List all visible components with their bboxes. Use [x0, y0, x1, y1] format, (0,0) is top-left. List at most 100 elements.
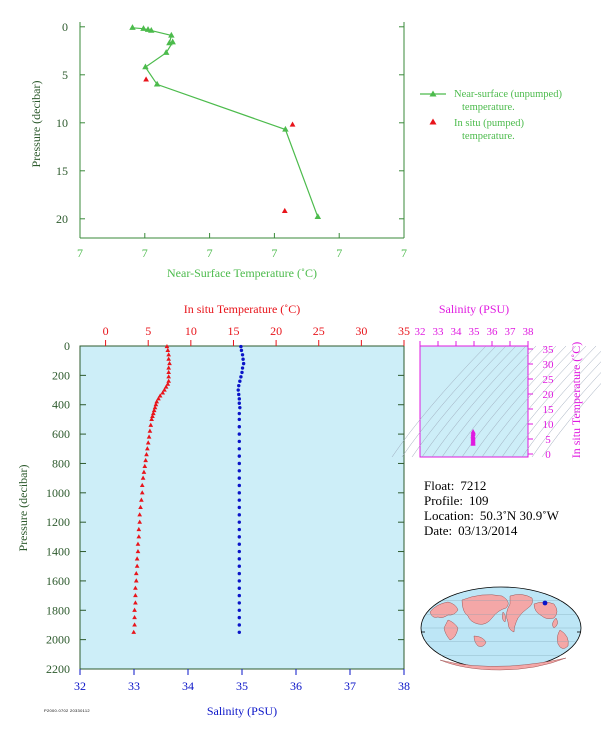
- ts-density-contour: [441, 345, 537, 458]
- profile-bottom-tick-label: 32: [74, 679, 86, 693]
- ts-density-contour: [421, 345, 517, 458]
- ns-y-tick-label: 10: [56, 116, 68, 130]
- temperature-point: [145, 440, 151, 445]
- ts-density-contour: [431, 345, 527, 458]
- temperature-point: [142, 463, 148, 468]
- float-info: Float: 7212 Profile: 109 Location: 50.3˚N 3…: [424, 478, 559, 538]
- profile-y-tick-label: 0: [64, 339, 70, 353]
- temperature-point: [157, 393, 163, 398]
- temperature-point: [133, 592, 138, 598]
- profile-value: 109: [469, 493, 489, 508]
- ts-x-tick-label: 37: [505, 326, 517, 338]
- temperature-point: [165, 381, 171, 386]
- temperature-point: [133, 600, 138, 605]
- location-value: 50.3˚N 30.9˚W: [479, 508, 559, 523]
- legend-unpumped-marker: [429, 90, 437, 97]
- temperature-point: [132, 615, 137, 620]
- profile-top-tick-label: 10: [185, 324, 197, 338]
- ts-y-tick-label: 35: [543, 344, 555, 356]
- ts-density-contour: [471, 345, 567, 458]
- temperature-point: [156, 396, 161, 401]
- near-surface-chart: 0 5 10 15 20 7 7 7 7 7 7 Near-Surface Temperature…: [29, 20, 562, 280]
- temperature-point: [153, 402, 159, 407]
- temperature-point: [134, 556, 140, 561]
- ns-unpumped-point: [162, 49, 170, 55]
- salinity-point: [237, 593, 241, 598]
- salinity-point: [237, 417, 241, 422]
- profile-top-tick-label: 20: [270, 324, 282, 338]
- ts-y-tick-label: 20: [543, 389, 555, 401]
- ts-density-contour: [521, 361, 601, 458]
- salinity-point: [237, 498, 241, 502]
- temperature-point: [151, 408, 157, 413]
- salinity-point: [237, 564, 241, 568]
- salinity-point: [237, 476, 241, 480]
- ts-x-ticks: 32 33 34 35 36 37 38: [415, 326, 534, 346]
- ns-unpumped-point: [314, 213, 322, 220]
- temperature-point: [143, 457, 148, 463]
- profile-y-tick-label: 1800: [46, 603, 70, 617]
- temperature-point: [135, 541, 141, 546]
- salinity-point: [237, 425, 241, 429]
- temperature-point: [160, 390, 166, 395]
- temperature-point: [148, 422, 154, 427]
- salinity-point: [238, 379, 242, 383]
- ns-unpumped-point: [142, 63, 149, 70]
- location-label: Location:: [424, 508, 474, 523]
- profile-label: Profile:: [424, 493, 463, 508]
- ts-density-contour: [411, 345, 507, 458]
- legend-pumped-marker: [429, 118, 437, 125]
- ns-y-axis-label: Pressure (decibar): [29, 81, 43, 168]
- ts-point: [470, 441, 476, 446]
- salinity-point: [237, 447, 241, 451]
- temperature-point: [141, 469, 147, 474]
- map-continents: [429, 594, 569, 671]
- profile-plot-area: [79, 345, 405, 670]
- ts-density-contour: [391, 345, 487, 458]
- salinity-point: [237, 505, 241, 510]
- salinity-point: [237, 535, 241, 539]
- temperature-point: [166, 378, 172, 383]
- temperature-point: [145, 446, 150, 451]
- ns-unpumped-point: [148, 27, 155, 33]
- temperature-point: [164, 343, 170, 349]
- date-row: Date: 03/13/2014: [424, 523, 559, 538]
- salinity-point: [240, 353, 245, 357]
- profile-bottom-tick-label: 36: [290, 679, 302, 693]
- ts-diagram: 32 33 34 35 36 37 38 0 5 10 15 20 25 30 35 Salinity (…: [391, 302, 601, 461]
- profile-top-tick-label: 0: [103, 324, 109, 338]
- ns-x-tick-label: 7: [401, 246, 407, 260]
- temperature-point: [162, 387, 167, 392]
- temperature-point: [150, 413, 155, 419]
- salinity-point: [237, 401, 241, 405]
- temperature-point: [166, 365, 172, 370]
- profile-y-tick-label: 1400: [46, 545, 70, 559]
- salinity-point: [239, 375, 243, 379]
- salinity-point: [237, 483, 241, 488]
- salinity-point: [237, 454, 241, 458]
- ts-density-contour: [461, 345, 557, 458]
- ts-density-contour: [481, 345, 577, 458]
- ns-y-tick-label: 5: [62, 68, 68, 82]
- temperature-point: [166, 369, 172, 374]
- profile-y-tick-label: 600: [52, 427, 70, 441]
- ts-density-contour: [401, 345, 497, 458]
- temperature-point: [166, 356, 172, 361]
- profile-top-tick-label: 30: [355, 324, 367, 338]
- profile-bottom-axis-label: Salinity (PSU): [207, 704, 277, 718]
- salinity-point: [237, 383, 241, 388]
- temperature-point: [149, 416, 154, 421]
- temperature-point: [147, 428, 153, 433]
- salinity-point: [237, 520, 241, 524]
- temperature-point: [139, 497, 144, 502]
- profile-y-tick-label: 2200: [46, 662, 70, 676]
- salinity-point: [237, 579, 241, 583]
- salinity-point: [238, 405, 242, 410]
- profile-bottom-ticks: 32 33 34 35 36 37 38: [74, 669, 410, 693]
- ts-x-tick-label: 32: [415, 326, 426, 338]
- salinity-point: [239, 348, 244, 353]
- salinity-point: [237, 461, 241, 466]
- footer-note: P2000.0702 20330112: [44, 708, 90, 713]
- salinity-point: [237, 469, 241, 473]
- ns-x-tick-label: 7: [336, 246, 342, 260]
